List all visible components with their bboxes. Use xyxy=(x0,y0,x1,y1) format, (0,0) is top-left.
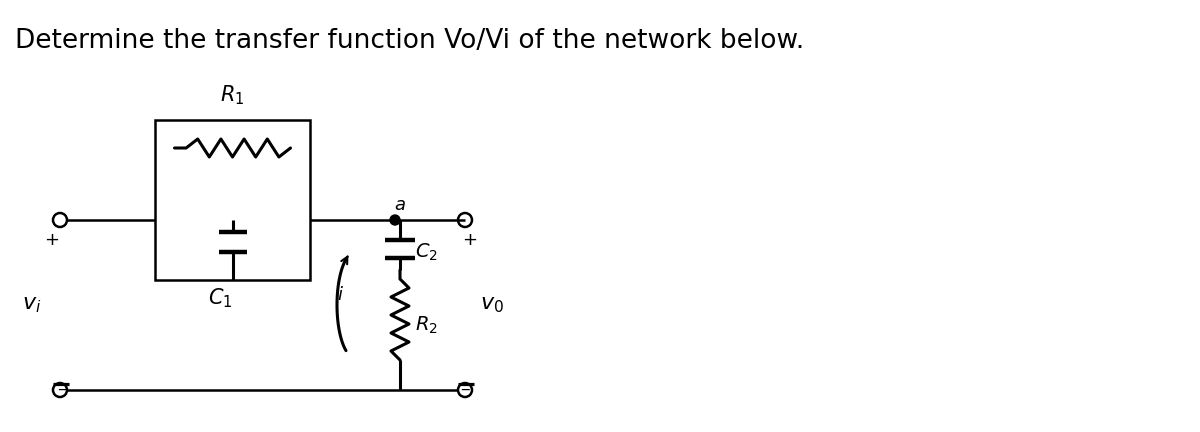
Bar xyxy=(155,120,310,280)
Circle shape xyxy=(390,215,400,225)
Text: ‾: ‾ xyxy=(58,388,66,403)
Text: +: + xyxy=(44,231,60,249)
Text: $C_1$: $C_1$ xyxy=(208,286,233,310)
Text: Determine the transfer function Vo/Vi of the network below.: Determine the transfer function Vo/Vi of… xyxy=(14,28,804,54)
Text: $C_2$: $C_2$ xyxy=(415,241,438,263)
Text: $i$: $i$ xyxy=(336,286,343,304)
Text: $v_0$: $v_0$ xyxy=(480,295,504,315)
Text: $R_1$: $R_1$ xyxy=(220,83,244,107)
Text: +: + xyxy=(462,231,478,249)
Text: $R_2$: $R_2$ xyxy=(415,314,438,336)
Text: $a$: $a$ xyxy=(394,196,406,214)
Text: ‾: ‾ xyxy=(461,388,469,403)
Text: $v_i$: $v_i$ xyxy=(23,295,42,315)
